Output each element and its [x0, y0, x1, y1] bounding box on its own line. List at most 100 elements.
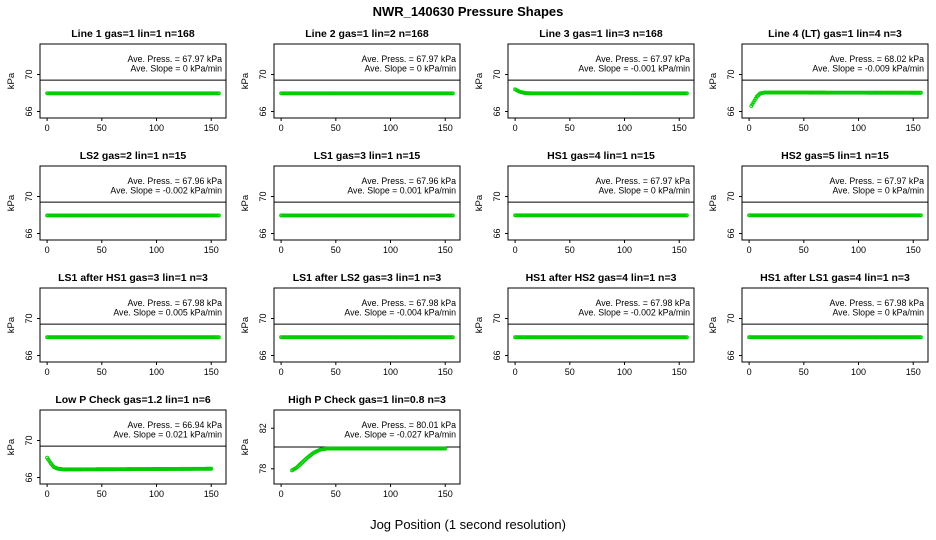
x-tick-label: 50 [97, 367, 107, 377]
chart-panel-14: High P Check gas=1 lin=0.8 n=3 0 50 100 150 7… [240, 394, 461, 499]
ave-press-label: Ave. Press. = 66.94 kPa [128, 420, 223, 430]
chart-panel-7: HS1 gas=4 lin=1 n=15 0 50 100 150 66 70 kPa Ave.… [474, 150, 695, 255]
chart-panel-11: HS1 after HS2 gas=4 lin=1 n=3 0 50 100 150 66… [474, 272, 695, 377]
ave-press-label: Ave. Press. = 67.96 kPa [362, 176, 457, 186]
y-tick-label: 70 [492, 314, 502, 324]
x-tick-label: 150 [672, 367, 687, 377]
x-tick-label: 100 [617, 123, 632, 133]
panel-title: High P Check gas=1 lin=0.8 n=3 [288, 394, 446, 406]
x-tick-label: 150 [672, 245, 687, 255]
data-points [45, 335, 221, 340]
x-tick-label: 50 [565, 123, 575, 133]
x-tick-label: 150 [204, 489, 219, 499]
figure-title: NWR_140630 Pressure Shapes [372, 4, 564, 19]
x-tick-label: 0 [747, 123, 752, 133]
panel-title: Line 2 gas=1 lin=2 n=168 [305, 28, 429, 40]
y-axis-unit-label: kPa [474, 316, 485, 333]
chart-panel-10: LS1 after LS2 gas=3 lin=1 n=3 0 50 100 150 66… [240, 272, 461, 377]
data-points [45, 455, 214, 472]
panel-title: Line 1 gas=1 lin=1 n=168 [71, 28, 195, 40]
y-tick-label: 70 [24, 192, 34, 202]
ave-press-label: Ave. Press. = 67.98 kPa [830, 298, 925, 308]
chart-panel-1: Line 1 gas=1 lin=1 n=168 0 50 100 150 66 70 kPa… [6, 28, 227, 133]
y-tick-label: 70 [492, 70, 502, 80]
plot-box [507, 43, 695, 119]
ave-slope-label: Ave. Slope = 0 kPa/min [364, 64, 456, 74]
ave-slope-label: Ave. Slope = -0.004 kPa/min [344, 308, 456, 318]
panel-title: HS1 gas=4 lin=1 n=15 [547, 150, 655, 162]
x-tick-label: 100 [383, 123, 398, 133]
x-tick-label: 100 [149, 489, 164, 499]
x-tick-label: 0 [45, 489, 50, 499]
plot-box [273, 287, 461, 363]
ave-press-label: Ave. Press. = 67.97 kPa [362, 54, 457, 64]
ave-press-label: Ave. Press. = 67.97 kPa [128, 54, 223, 64]
x-tick-label: 150 [204, 245, 219, 255]
panel-title: LS2 gas=2 lin=1 n=15 [80, 150, 187, 162]
x-tick-label: 100 [617, 367, 632, 377]
data-points [279, 213, 455, 218]
plot-box [273, 165, 461, 241]
y-axis-unit-label: kPa [240, 72, 251, 89]
ave-press-label: Ave. Press. = 67.97 kPa [596, 54, 691, 64]
plot-box [39, 165, 227, 241]
ave-slope-label: Ave. Slope = 0 kPa/min [832, 308, 924, 318]
panel-title: HS1 after HS2 gas=4 lin=1 n=3 [526, 272, 677, 284]
x-tick-label: 50 [331, 123, 341, 133]
x-tick-label: 100 [383, 489, 398, 499]
x-axis-label: Jog Position (1 second resolution) [370, 517, 566, 532]
data-points [279, 91, 455, 96]
x-tick-label: 0 [513, 245, 518, 255]
y-tick-label: 70 [492, 192, 502, 202]
y-tick-label: 70 [24, 436, 34, 446]
y-axis-unit-label: kPa [474, 72, 485, 89]
x-tick-label: 100 [149, 245, 164, 255]
y-tick-label: 82 [258, 423, 268, 433]
y-tick-label: 66 [24, 473, 34, 483]
y-tick-label: 66 [258, 351, 268, 361]
ave-press-label: Ave. Press. = 67.98 kPa [128, 298, 223, 308]
ave-press-label: Ave. Press. = 67.97 kPa [830, 176, 925, 186]
ave-slope-label: Ave. Slope = 0.001 kPa/min [347, 186, 456, 196]
plot-box [39, 409, 227, 485]
y-tick-label: 70 [24, 314, 34, 324]
panel-title: HS1 after LS1 gas=4 lin=1 n=3 [760, 272, 910, 284]
x-tick-label: 50 [97, 123, 107, 133]
y-tick-label: 66 [24, 351, 34, 361]
y-axis-unit-label: kPa [6, 316, 17, 333]
panels-grid: Line 1 gas=1 lin=1 n=168 0 50 100 150 66 70 kPa… [0, 24, 936, 512]
x-tick-label: 150 [438, 367, 453, 377]
x-tick-label: 50 [97, 489, 107, 499]
data-points [290, 446, 448, 473]
x-tick-label: 100 [851, 367, 866, 377]
x-tick-label: 50 [799, 123, 809, 133]
panel-title: LS1 after HS1 gas=3 lin=1 n=3 [58, 272, 208, 284]
y-tick-label: 70 [726, 314, 736, 324]
ave-slope-label: Ave. Slope = 0 kPa/min [598, 186, 690, 196]
y-axis-unit-label: kPa [240, 438, 251, 455]
x-tick-label: 0 [279, 489, 284, 499]
y-tick-label: 66 [726, 107, 736, 117]
x-tick-label: 50 [331, 367, 341, 377]
x-tick-label: 100 [383, 367, 398, 377]
x-tick-label: 50 [97, 245, 107, 255]
y-axis-unit-label: kPa [708, 72, 719, 89]
x-tick-label: 0 [45, 123, 50, 133]
ave-slope-label: Ave. Slope = 0 kPa/min [130, 64, 222, 74]
y-tick-label: 70 [726, 70, 736, 80]
x-tick-label: 100 [149, 123, 164, 133]
data-points [513, 335, 689, 340]
x-tick-label: 100 [851, 123, 866, 133]
ave-slope-label: Ave. Slope = -0.009 kPa/min [812, 64, 924, 74]
data-points [45, 213, 221, 218]
ave-slope-label: Ave. Slope = -0.027 kPa/min [344, 430, 456, 440]
ave-slope-label: Ave. Slope = 0.021 kPa/min [113, 430, 222, 440]
ave-press-label: Ave. Press. = 67.98 kPa [362, 298, 457, 308]
x-tick-label: 100 [383, 245, 398, 255]
y-axis-unit-label: kPa [240, 194, 251, 211]
y-tick-label: 66 [24, 107, 34, 117]
y-tick-label: 66 [258, 229, 268, 239]
data-points [747, 335, 923, 340]
ave-press-label: Ave. Press. = 67.98 kPa [596, 298, 691, 308]
ave-slope-label: Ave. Slope = 0 kPa/min [832, 186, 924, 196]
